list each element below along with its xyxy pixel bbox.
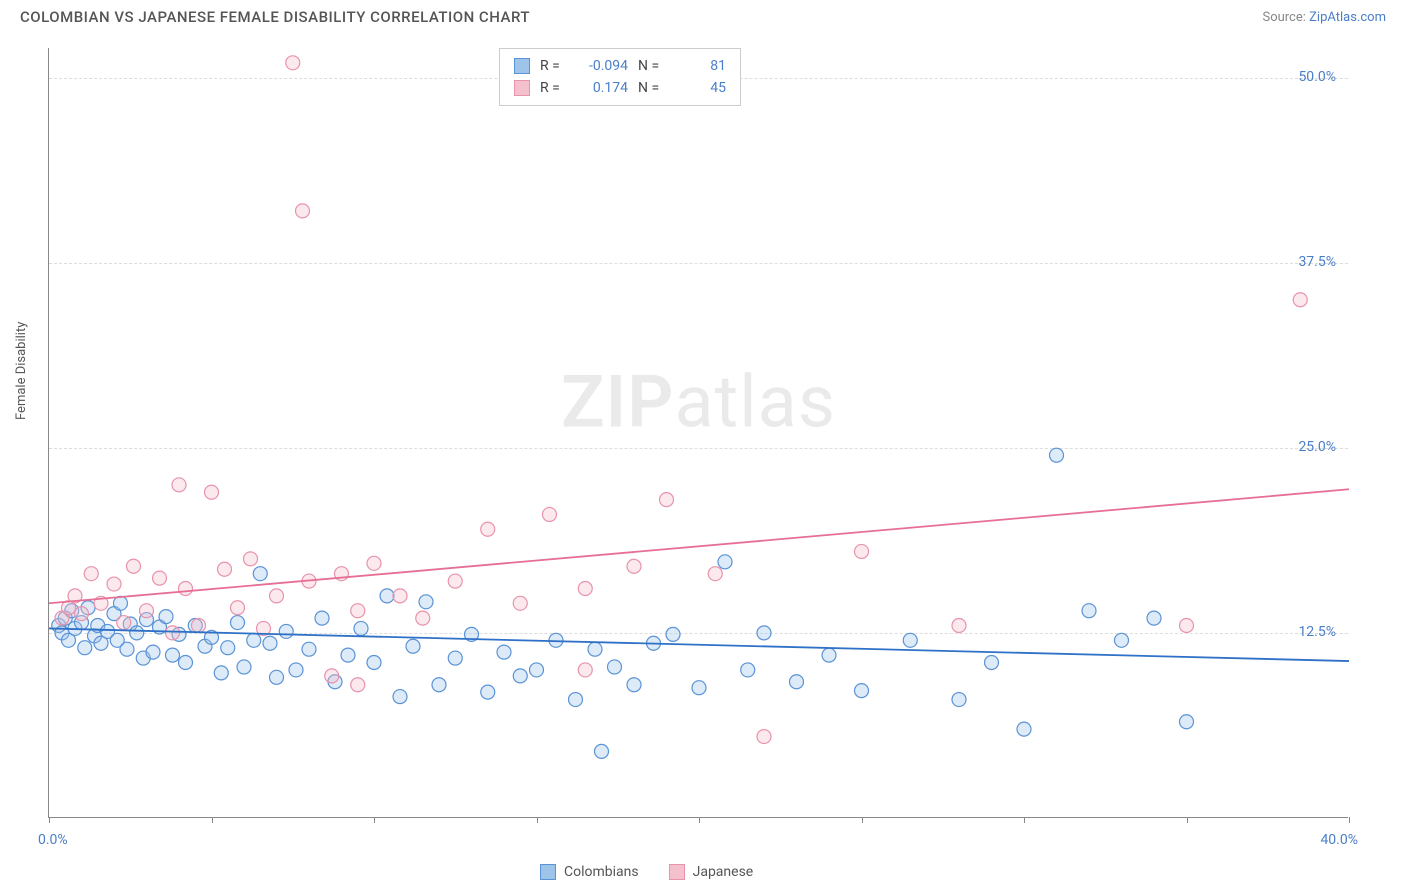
correlation-legend: R = -0.094 N = 81 R = 0.174 N = 45 <box>499 48 741 106</box>
y-axis-label: Female Disability <box>14 322 29 420</box>
x-tick <box>1349 817 1350 823</box>
x-tick <box>374 817 375 823</box>
swatch-colombians-icon <box>540 864 556 880</box>
legend-label-colombians: Colombians <box>564 864 639 880</box>
swatch-japanese-icon <box>669 864 685 880</box>
x-tick <box>1187 817 1188 823</box>
n-label: N = <box>638 77 666 99</box>
swatch-colombians <box>514 58 530 74</box>
y-tick-label: 37.5% <box>1298 254 1336 270</box>
x-min-label: 0.0% <box>38 832 68 848</box>
swatch-japanese <box>514 80 530 96</box>
x-tick <box>699 817 700 823</box>
watermark-light: atlas <box>674 359 836 444</box>
source-attribution: Source: ZipAtlas.com <box>1262 10 1386 25</box>
scatter-svg <box>49 48 1349 818</box>
r-value-japanese: 0.174 <box>578 77 628 99</box>
series-legend: Colombians Japanese <box>540 864 753 880</box>
x-tick <box>537 817 538 823</box>
n-value-japanese: 45 <box>676 77 726 99</box>
legend-item-colombians: Colombians <box>540 864 639 880</box>
x-tick <box>862 817 863 823</box>
r-label: R = <box>540 77 568 99</box>
n-label: N = <box>638 55 666 77</box>
y-tick-label: 25.0% <box>1298 439 1336 455</box>
watermark: ZIPatlas <box>561 359 836 444</box>
x-tick <box>49 817 50 823</box>
plot-area: ZIPatlas 12.5% 25.0% 37.5% 50.0% R = -0.094… <box>48 48 1348 818</box>
gridline <box>49 633 1348 634</box>
r-label: R = <box>540 55 568 77</box>
y-tick-label: 12.5% <box>1298 624 1336 640</box>
legend-row-japanese: R = 0.174 N = 45 <box>514 77 726 99</box>
x-tick <box>1024 817 1025 823</box>
legend-item-japanese: Japanese <box>669 864 754 880</box>
gridline <box>49 263 1348 264</box>
source-prefix: Source: <box>1262 10 1309 25</box>
x-max-label: 40.0% <box>1320 832 1358 848</box>
watermark-bold: ZIP <box>561 359 674 444</box>
y-tick-label: 50.0% <box>1298 69 1336 85</box>
chart-title: COLOMBIAN VS JAPANESE FEMALE DISABILITY … <box>20 8 530 26</box>
legend-label-japanese: Japanese <box>693 864 754 880</box>
source-link[interactable]: ZipAtlas.com <box>1309 10 1386 25</box>
legend-row-colombians: R = -0.094 N = 81 <box>514 55 726 77</box>
gridline <box>49 448 1348 449</box>
chart-area: ZIPatlas 12.5% 25.0% 37.5% 50.0% R = -0.094… <box>48 48 1348 818</box>
n-value-colombians: 81 <box>676 55 726 77</box>
x-tick <box>212 817 213 823</box>
r-value-colombians: -0.094 <box>578 55 628 77</box>
